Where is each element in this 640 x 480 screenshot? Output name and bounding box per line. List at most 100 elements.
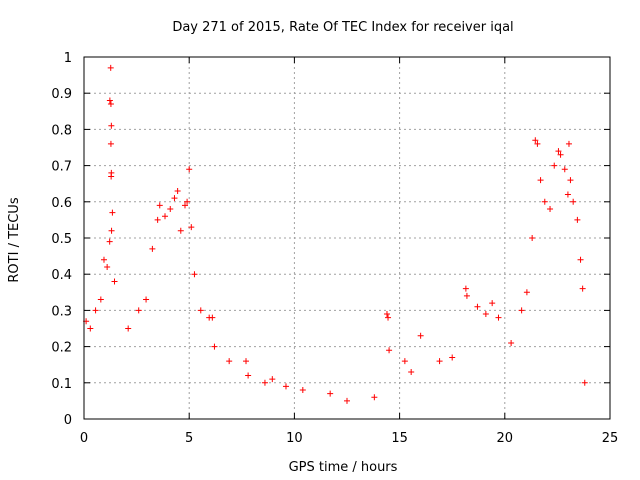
data-point [385, 314, 392, 321]
data-point [109, 209, 116, 216]
x-tick-label: 5 [185, 431, 193, 446]
data-point [567, 177, 574, 184]
data-point [408, 368, 415, 375]
data-point [561, 166, 568, 173]
data-point [106, 238, 113, 245]
data-point [327, 390, 334, 397]
data-point [574, 216, 581, 223]
data-point [557, 151, 564, 158]
data-point [143, 296, 150, 303]
data-point [184, 198, 191, 205]
y-tick-label: 0.9 [51, 87, 72, 102]
data-point [174, 187, 181, 194]
data-point [177, 227, 184, 234]
data-point [191, 271, 198, 278]
x-tick-label: 25 [602, 431, 619, 446]
y-tick-label: 0.1 [51, 377, 72, 392]
data-point [209, 314, 216, 321]
y-tick-label: 1 [64, 51, 72, 66]
data-point [577, 256, 584, 263]
data-point [92, 307, 99, 314]
data-point [551, 162, 558, 169]
data-point [125, 325, 132, 332]
data-point [299, 387, 306, 394]
data-point [154, 216, 161, 223]
data-point [107, 101, 114, 108]
data-point [108, 227, 115, 234]
data-point [344, 397, 350, 404]
data-point [495, 314, 502, 321]
data-point [245, 372, 252, 379]
y-axis-label: ROTI / TECUs [7, 197, 22, 282]
data-point [523, 289, 530, 296]
y-tick-label: 0.5 [51, 232, 72, 247]
y-tick-label: 0.6 [51, 196, 72, 211]
x-tick-label: 20 [497, 431, 514, 446]
data-point [401, 358, 408, 365]
data-point [149, 245, 156, 252]
data-point [482, 311, 489, 318]
data-point [417, 332, 424, 339]
data-point [489, 300, 496, 307]
x-axis-label: GPS time / hours [289, 460, 398, 475]
data-point [282, 383, 289, 390]
y-tick-label: 0 [64, 413, 72, 428]
data-point [436, 358, 443, 365]
data-point [449, 354, 456, 361]
data-point [162, 213, 169, 220]
data-point [508, 339, 515, 346]
y-tick-label: 0.2 [51, 341, 72, 356]
data-point [226, 358, 233, 365]
x-tick-label: 10 [286, 431, 303, 446]
data-point [181, 202, 188, 209]
data-point [171, 195, 178, 202]
data-point [564, 191, 571, 198]
data-point [261, 379, 268, 386]
data-point [474, 303, 481, 310]
x-tick-label: 0 [80, 431, 88, 446]
data-point [532, 137, 539, 144]
data-point [108, 122, 115, 129]
data-point [462, 285, 469, 292]
plot-frame [83, 56, 611, 420]
data-point [111, 278, 118, 285]
data-point [108, 173, 115, 180]
data-point [186, 166, 193, 173]
y-tick-label: 0.7 [51, 160, 72, 175]
data-point [581, 379, 588, 386]
data-point [541, 198, 548, 205]
data-point [104, 263, 111, 270]
data-point [534, 140, 541, 147]
data-point [107, 64, 114, 71]
data-point [87, 325, 94, 332]
data-point [107, 140, 114, 147]
data-point [371, 394, 378, 401]
data-point [188, 224, 195, 231]
data-point [106, 97, 113, 104]
y-tick-label: 0.8 [51, 123, 72, 138]
y-tick-label: 0.4 [51, 268, 72, 283]
data-point [537, 177, 544, 184]
x-tick-label: 15 [391, 431, 408, 446]
data-point [518, 307, 525, 314]
data-point [570, 198, 577, 205]
data-point [197, 307, 204, 314]
data-point [211, 343, 218, 350]
data-point [463, 292, 470, 299]
data-point [97, 296, 104, 303]
data-point [269, 376, 276, 383]
y-tick-label: 0.3 [51, 304, 72, 319]
data-point [565, 140, 572, 147]
data-point [386, 347, 393, 354]
data-point [579, 285, 586, 292]
data-point [135, 307, 142, 314]
data-point [156, 202, 163, 209]
data-point [243, 358, 250, 365]
data-point [555, 148, 562, 155]
data-point [529, 235, 536, 241]
data-point [167, 206, 174, 213]
data-point [547, 206, 554, 213]
chart-title: Day 271 of 2015, Rate Of TEC Index for r… [172, 20, 513, 35]
data-point [383, 311, 390, 318]
